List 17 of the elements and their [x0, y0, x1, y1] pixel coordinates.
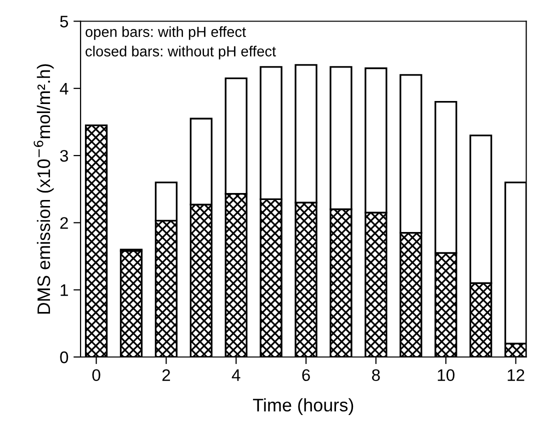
y-tick-label: 1 — [60, 284, 68, 296]
y-tick-label: 2 — [60, 217, 68, 229]
annotation: open bars: with pH effect — [86, 26, 246, 40]
y-tick-label: 5 — [60, 16, 68, 28]
x-tick-label: 12 — [508, 369, 524, 381]
x-tick-label: 2 — [162, 369, 170, 381]
x-tick-label: 0 — [92, 369, 100, 382]
x-tick-label: 10 — [438, 369, 454, 382]
annotation: closed bars: without pH effect — [86, 46, 276, 60]
x-tick-label: 4 — [232, 369, 240, 381]
y-tick-label: 3 — [60, 150, 68, 162]
x-tick-label: 6 — [302, 369, 310, 382]
x-tick-label: 8 — [372, 369, 380, 382]
y-tick-label: 0 — [60, 351, 68, 364]
x-axis-title: Time (hours) — [252, 398, 354, 416]
y-tick-label: 4 — [60, 82, 68, 94]
y-axis-title: DMS emission (x10$^{−6}$mol/m².h) — [34, 64, 54, 314]
